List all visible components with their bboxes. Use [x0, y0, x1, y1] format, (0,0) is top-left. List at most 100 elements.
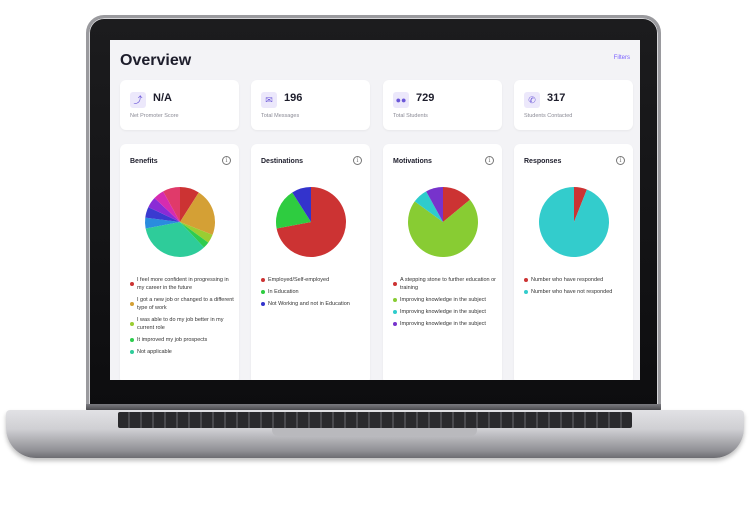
legend-item: Number who have not responded [524, 288, 628, 296]
pie-slice-2 [414, 191, 443, 222]
legend-label: Number who have not responded [531, 289, 613, 295]
legend-dot-icon [393, 298, 397, 302]
stat-value: 729 [416, 92, 435, 104]
responses-pie-chart [539, 187, 609, 257]
pie-slice-0 [443, 187, 470, 222]
legend-label: Improving knowledge in the subject [400, 309, 486, 315]
laptop-keyboard [118, 412, 632, 428]
stat-label: Total Students [393, 113, 428, 119]
card-destinations: Destinations i Employed/Self-employed In … [251, 144, 370, 380]
card-title: Benefits [130, 158, 158, 165]
info-icon[interactable]: i [485, 156, 494, 165]
message-icon: ✉ [261, 92, 277, 108]
card-title: Motivations [393, 158, 432, 165]
benefits-pie-chart [145, 187, 215, 257]
benefits-legend: I feel more confident in progressing in … [130, 276, 234, 360]
card-responses: Responses i Number who have responded Num… [514, 144, 633, 380]
legend-item: Improving knowledge in the subject [393, 320, 497, 328]
motivations-legend: A stepping stone to further education or… [393, 276, 497, 332]
pie-slice-3 [426, 187, 443, 222]
info-icon[interactable]: i [222, 156, 231, 165]
pie-slice-1 [408, 199, 478, 257]
card-title: Responses [524, 158, 562, 165]
legend-item: I got a new job or changed to a differen… [130, 296, 234, 312]
legend-dot-icon [524, 278, 528, 282]
legend-label: I got a new job or changed to a differen… [137, 297, 234, 311]
legend-item: Improving knowledge in the subject [393, 308, 497, 316]
card-motivations: Motivations i A stepping stone to furthe… [383, 144, 502, 380]
legend-label: Not applicable [137, 349, 172, 355]
pie-slice-2 [180, 222, 213, 243]
pie-slice-2 [292, 187, 311, 222]
info-icon[interactable]: i [616, 156, 625, 165]
legend-item: I was able to do my job better in my cur… [130, 316, 234, 332]
trend-icon: ⤴ [130, 92, 146, 108]
legend-item: Not Working and not in Education [261, 300, 365, 308]
info-icon[interactable]: i [353, 156, 362, 165]
legend-dot-icon [524, 290, 528, 294]
stat-label: Net Promoter Score [130, 113, 179, 119]
legend-item: Improving knowledge in the subject [393, 296, 497, 304]
legend-dot-icon [130, 302, 134, 306]
pie-slice-6 [145, 207, 180, 222]
stat-value: 317 [547, 92, 566, 104]
legend-dot-icon [130, 350, 134, 354]
legend-item: It improved my job prospects [130, 336, 234, 344]
stat-label: Total Messages [261, 113, 300, 119]
pie-slice-0 [180, 187, 199, 222]
legend-dot-icon [130, 338, 134, 342]
legend-dot-icon [393, 322, 397, 326]
stat-card-nps: ⤴ N/A Net Promoter Score [120, 80, 239, 130]
legend-item: I feel more confident in progressing in … [130, 276, 234, 292]
legend-item: A stepping stone to further education or… [393, 276, 497, 292]
laptop-trackpad [272, 428, 477, 436]
legend-item: Number who have responded [524, 276, 628, 284]
pie-slice-4 [145, 222, 204, 257]
legend-dot-icon [261, 290, 265, 294]
legend-label: I was able to do my job better in my cur… [137, 317, 224, 331]
users-icon: ●● [393, 92, 409, 108]
legend-label: A stepping stone to further education or… [400, 277, 497, 291]
pie-slice-1 [539, 187, 609, 257]
legend-label: Number who have responded [531, 277, 604, 283]
page-title: Overview [120, 52, 192, 69]
pie-slice-7 [148, 198, 180, 222]
stat-label: Students Contacted [524, 113, 573, 119]
legend-label: Improving knowledge in the subject [400, 321, 486, 327]
legend-label: Not Working and not in Education [268, 301, 350, 307]
pie-slice-0 [276, 187, 346, 257]
stat-card-contacted: ✆ 317 Students Contacted [514, 80, 633, 130]
card-title: Destinations [261, 158, 304, 165]
legend-dot-icon [130, 322, 134, 326]
legend-item: In Education [261, 288, 365, 296]
stat-value: 196 [284, 92, 303, 104]
pie-slice-8 [154, 191, 180, 222]
legend-dot-icon [261, 302, 265, 306]
card-benefits: Benefits i I feel more confident in prog… [120, 144, 239, 380]
pie-slice-1 [276, 192, 311, 229]
legend-dot-icon [393, 282, 397, 286]
legend-label: It improved my job prospects [137, 337, 208, 343]
legend-label: In Education [268, 289, 299, 295]
legend-dot-icon [261, 278, 265, 282]
filters-link[interactable]: Filters [613, 55, 630, 61]
legend-dot-icon [393, 310, 397, 314]
legend-label: Improving knowledge in the subject [400, 297, 486, 303]
pie-slice-5 [145, 217, 180, 229]
legend-label: Employed/Self-employed [268, 277, 330, 283]
destinations-pie-chart [276, 187, 346, 257]
pie-slice-3 [180, 222, 209, 248]
legend-item: Not applicable [130, 348, 234, 356]
pie-slice-1 [180, 192, 215, 235]
laptop-hinge [86, 404, 661, 412]
destinations-legend: Employed/Self-employed In Education Not Wo… [261, 276, 365, 312]
legend-label: I feel more confident in progressing in … [137, 277, 229, 291]
dashboard-screen: Overview Filters ⤴ N/A Net Promoter Scor… [110, 40, 640, 380]
responses-legend: Number who have responded Number who have… [524, 276, 628, 300]
contact-icon: ✆ [524, 92, 540, 108]
stat-card-messages: ✉ 196 Total Messages [251, 80, 370, 130]
pie-slice-9 [163, 187, 180, 222]
pie-slice-0 [574, 187, 587, 222]
legend-item: Employed/Self-employed [261, 276, 365, 284]
motivations-pie-chart [408, 187, 478, 257]
